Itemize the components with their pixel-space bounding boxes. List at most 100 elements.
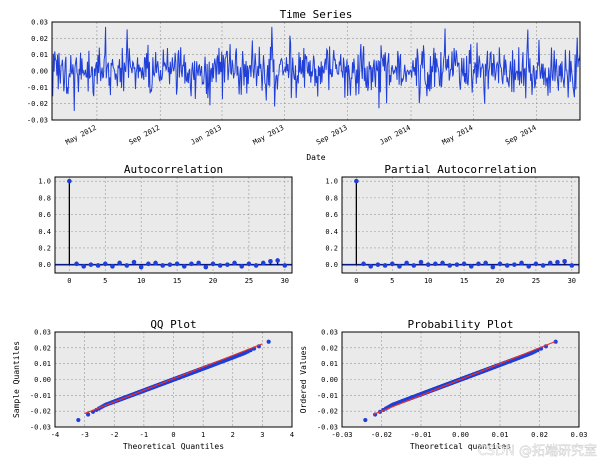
acf-marker <box>210 261 216 267</box>
timeseries-ytick-label: 0.01 <box>31 51 48 59</box>
pacf-xtick-label: 20 <box>496 277 504 285</box>
pacf-marker <box>411 263 417 268</box>
acf-marker <box>246 261 252 267</box>
acf-marker <box>67 178 72 184</box>
pacf-marker <box>504 263 510 268</box>
acf-marker <box>189 261 194 267</box>
timeseries-xlabel: Date <box>306 153 325 162</box>
acf-marker <box>239 264 245 269</box>
timeseries-xtick-label: May 2013 <box>252 124 286 147</box>
acf-marker <box>167 262 173 267</box>
timeseries-ytick-label: -0.01 <box>27 84 48 92</box>
pacf-marker <box>497 261 503 267</box>
qq-ytick-label: 0.02 <box>34 344 51 352</box>
acf-marker <box>153 260 158 266</box>
pacf-marker <box>533 261 539 267</box>
acf-xtick-label: 10 <box>137 277 145 285</box>
qq-point <box>86 412 91 417</box>
acf-marker <box>160 263 166 268</box>
pacf-ytick-label: 0.4 <box>325 228 338 236</box>
acf-marker <box>275 258 280 263</box>
pacf-marker <box>569 263 575 268</box>
pacf-plot-area <box>341 176 580 274</box>
pacf-marker <box>519 260 524 266</box>
qq-ylabel: Sample Quantiles <box>12 341 21 418</box>
pacf-xtick-label: 30 <box>568 277 576 285</box>
acf-marker <box>117 260 122 266</box>
acf-marker <box>260 260 266 266</box>
pacf-marker <box>483 260 488 266</box>
prob-ytick-label: -0.01 <box>317 392 338 400</box>
acf-ytick-label: 0.4 <box>38 228 51 236</box>
qq-ytick-label: -0.03 <box>30 424 51 432</box>
pacf-xtick-label: 0 <box>354 277 358 285</box>
acf-marker <box>146 261 151 267</box>
qq-ytick-label: -0.01 <box>30 392 51 400</box>
acf-marker <box>95 263 101 268</box>
acf-marker <box>110 264 115 269</box>
acf-xtick-label: 5 <box>103 277 107 285</box>
pacf-marker <box>490 264 496 270</box>
pacf-ytick-label: 0.8 <box>325 194 338 202</box>
acf-marker <box>268 259 273 264</box>
prob-xtick-label: -0.02 <box>371 431 392 439</box>
acf-frame <box>54 176 293 274</box>
pacf-marker <box>361 261 366 267</box>
acf-ytick-label: 0.2 <box>38 244 51 252</box>
prob-ylabel: Ordered Values <box>299 346 308 414</box>
prob-ytick-label: -0.02 <box>317 408 338 416</box>
acf-marker <box>253 263 259 268</box>
pacf-marker <box>433 261 438 267</box>
acf-title: Autocorrelation <box>124 163 223 176</box>
acf-xtick-label: 20 <box>209 277 217 285</box>
acf-ytick-label: 0.8 <box>38 194 51 202</box>
timeseries-xtick-label: Jan 2013 <box>189 124 223 147</box>
qq-xtick-label: 0 <box>171 431 175 439</box>
pacf-marker <box>368 264 374 269</box>
timeseries-xtick-label: Sep 2014 <box>504 124 538 147</box>
pacf-frame <box>341 176 580 274</box>
qq-ytick-label: 0.01 <box>34 360 51 368</box>
timeseries-ytick-label: 0.03 <box>31 19 48 27</box>
pacf-marker <box>375 262 381 267</box>
pacf-marker <box>468 264 474 269</box>
prob-ytick-label: 0.00 <box>321 376 338 384</box>
qq-ytick-label: 0.00 <box>34 376 51 384</box>
prob-xlabel: Theoretical quantiles <box>410 442 511 451</box>
qq-xtick-label: -2 <box>110 431 118 439</box>
acf-marker <box>102 261 108 267</box>
pacf-ytick-label: 0.0 <box>325 261 338 269</box>
qq-frame <box>54 331 293 428</box>
pacf-marker <box>547 260 553 266</box>
pacf-xtick-label: 5 <box>390 277 394 285</box>
prob-xtick-label: 0.00 <box>452 431 469 439</box>
pacf-xtick-label: 10 <box>424 277 432 285</box>
pacf-title: Partial Autocorrelation <box>384 163 536 176</box>
acf-marker <box>131 259 137 265</box>
acf-marker <box>138 264 144 270</box>
pacf-marker <box>389 261 395 267</box>
pacf-marker <box>404 260 409 266</box>
pacf-xtick-label: 25 <box>532 277 540 285</box>
timeseries-ytick-label: 0.00 <box>31 68 48 76</box>
pacf-ytick-label: 1.0 <box>325 178 338 186</box>
acf-ytick-label: 0.6 <box>38 211 51 219</box>
pacf-marker <box>354 178 359 184</box>
timeseries-xtick-label: Sep 2013 <box>315 124 349 147</box>
pacf-marker <box>461 261 467 267</box>
pacf-marker <box>397 264 402 269</box>
acf-xtick-label: 25 <box>245 277 253 285</box>
acf-plot-area <box>54 176 293 274</box>
pacf-ytick-label: 0.6 <box>325 211 338 219</box>
acf-xtick-label: 30 <box>281 277 289 285</box>
acf-marker <box>203 264 209 270</box>
prob-fit-line <box>373 340 556 415</box>
pacf-marker <box>476 261 481 267</box>
prob-ytick-label: -0.03 <box>317 424 338 432</box>
acf-ytick-label: 1.0 <box>38 178 51 186</box>
qq-xtick-label: -3 <box>80 431 88 439</box>
prob-ytick-label: 0.03 <box>321 329 338 337</box>
pacf-marker <box>562 259 567 264</box>
pacf-marker <box>418 259 424 265</box>
